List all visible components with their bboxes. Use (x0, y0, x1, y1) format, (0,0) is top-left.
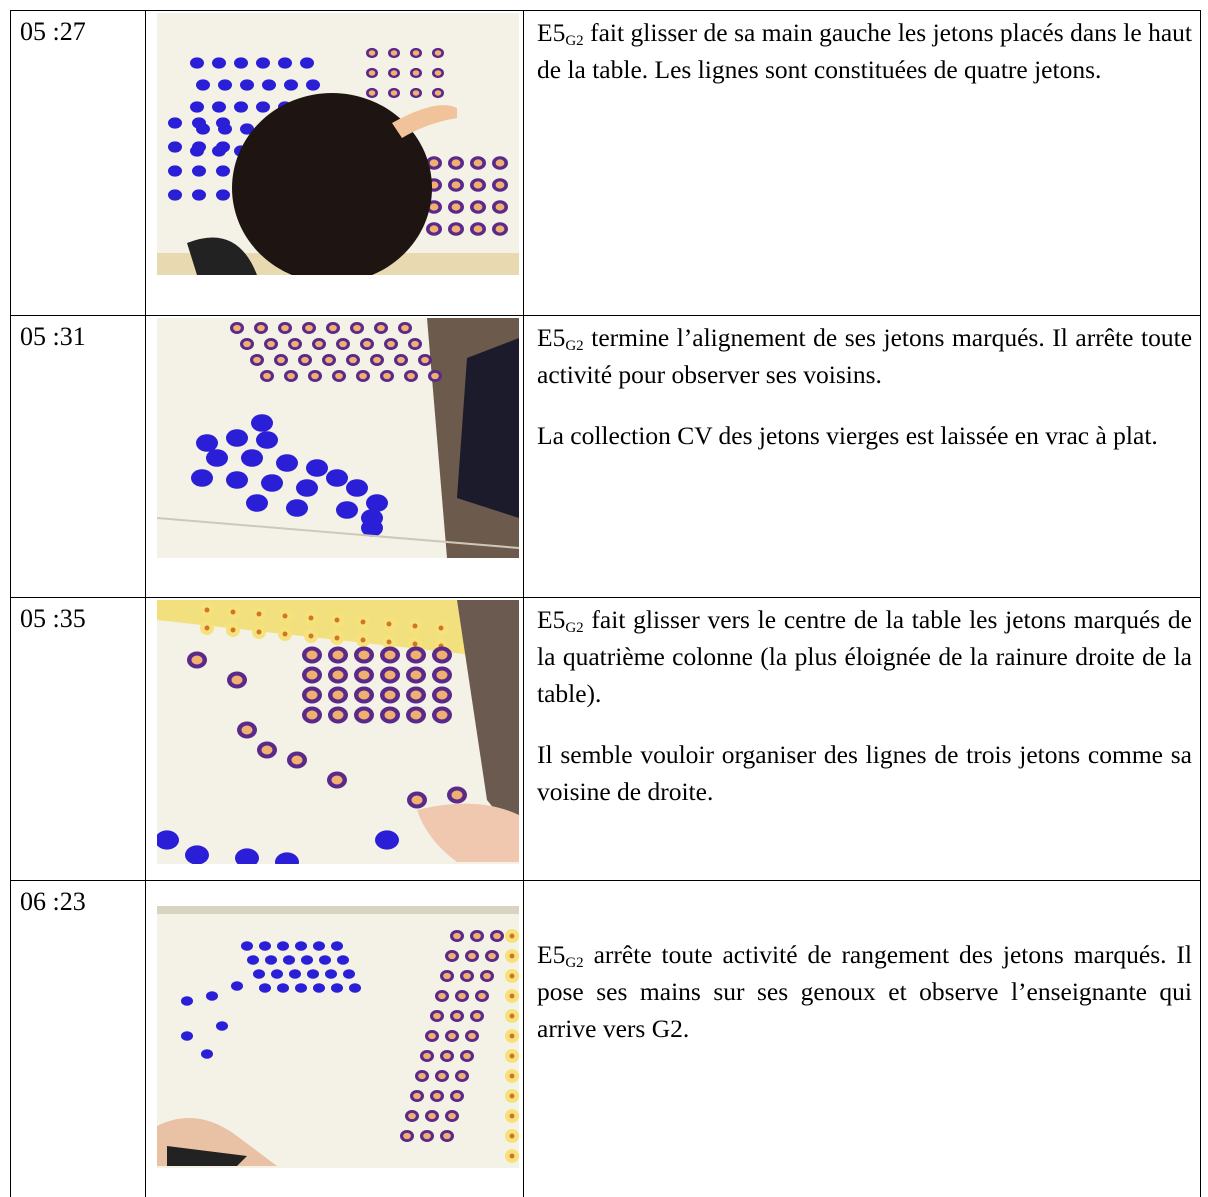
image-cell (145, 315, 524, 598)
subject-group: G2 (565, 338, 584, 354)
observation-table: 05 :27 E5G2 fait glisser de sa main gauch… (10, 10, 1201, 1197)
text-cell: E5G2 termine l’alignement de ses jetons … (523, 315, 1201, 598)
paragraph: Il semble vouloir organiser des lignes d… (537, 736, 1192, 810)
text-cell: E5G2 fait glisser de sa main gauche les … (523, 10, 1201, 316)
paragraph: E5G2 arrête toute activité de rangement … (537, 936, 1192, 1047)
paragraph: La collection CV des jetons vierges est … (537, 417, 1192, 454)
text-cell: E5G2 fait glisser vers le centre de la t… (523, 597, 1201, 881)
subject: E5 (537, 605, 566, 634)
subject-group: G2 (565, 33, 584, 49)
subject: E5 (537, 323, 566, 352)
photo (157, 906, 519, 1168)
time-cell: 05 :31 (10, 315, 146, 598)
table-row: 05 :27 E5G2 fait glisser de sa main gauch… (10, 10, 1201, 316)
subject-group: G2 (565, 955, 584, 971)
timestamp: 06 :23 (20, 887, 86, 916)
paragraph-text: Il semble vouloir organiser des lignes d… (537, 740, 1192, 806)
table-row: 05 :31 E5G2 termine l’alignement de ses j… (10, 315, 1201, 598)
paragraph: E5G2 fait glisser de sa main gauche les … (537, 14, 1192, 88)
photo (157, 318, 519, 558)
timestamp: 05 :27 (20, 17, 86, 46)
time-cell: 05 :35 (10, 597, 146, 881)
image-cell (145, 597, 524, 881)
table-row: 06 :23 E5G2 arrête toute activité de rang… (10, 880, 1201, 1197)
table-body: 05 :27 E5G2 fait glisser de sa main gauch… (10, 10, 1201, 1197)
time-cell: 06 :23 (10, 880, 146, 1197)
subject-group: G2 (565, 620, 584, 636)
subject: E5 (537, 940, 566, 969)
timestamp: 05 :31 (20, 322, 86, 351)
paragraph-text: La collection CV des jetons vierges est … (537, 421, 1158, 450)
paragraph-text: termine l’alignement de ses jetons marqu… (537, 323, 1193, 389)
paragraph-text: fait glisser vers le centre de la table … (537, 605, 1192, 708)
timestamp: 05 :35 (20, 604, 86, 633)
text-cell: E5G2 arrête toute activité de rangement … (523, 880, 1201, 1197)
table-row: 05 :35 E5G2 fait glisser vers le centre d… (10, 597, 1201, 881)
image-cell (145, 10, 524, 316)
time-cell: 05 :27 (10, 10, 146, 316)
paragraph: E5G2 termine l’alignement de ses jetons … (537, 319, 1192, 393)
photo (157, 600, 519, 864)
photo (157, 13, 519, 275)
paragraph-text: fait glisser de sa main gauche les jeton… (537, 18, 1193, 84)
paragraph: E5G2 fait glisser vers le centre de la t… (537, 601, 1192, 712)
subject: E5 (537, 18, 566, 47)
paragraph-text: arrête toute activité de rangement des j… (537, 940, 1193, 1043)
image-cell (145, 880, 524, 1197)
